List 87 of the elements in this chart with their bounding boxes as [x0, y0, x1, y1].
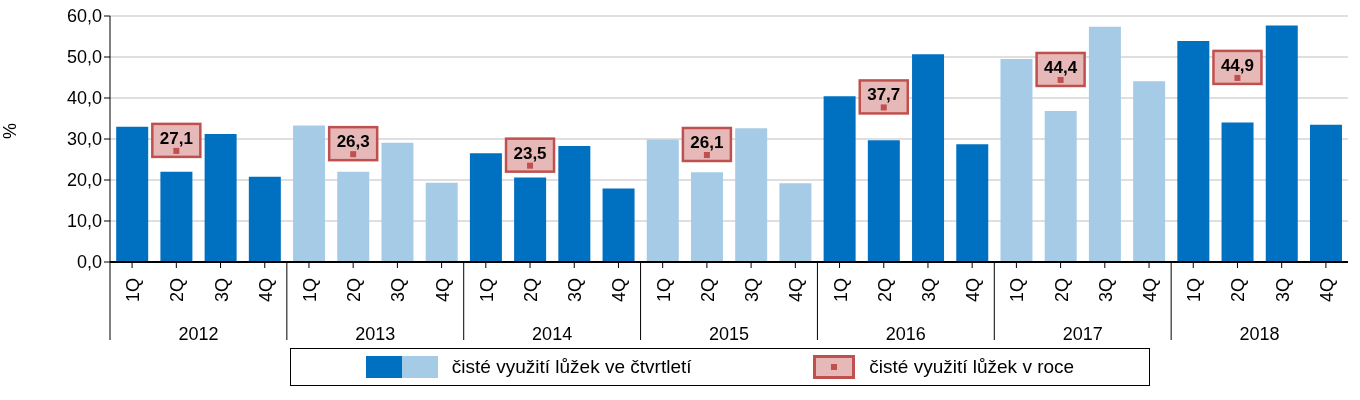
- x-tick-label: 1Q: [299, 277, 320, 303]
- text: 2017: [1062, 324, 1103, 344]
- bar: [912, 54, 945, 262]
- text: 2014: [532, 324, 573, 344]
- bar: [1000, 59, 1033, 262]
- x-tick-label: 3Q: [742, 277, 763, 303]
- legend-label: čisté využití lůžek ve čtvrtletí: [450, 355, 692, 379]
- bar: [1265, 25, 1298, 262]
- data-label: 23,5: [513, 143, 547, 163]
- x-tick-label: 1Q: [830, 277, 851, 303]
- point: [703, 151, 710, 158]
- bar: [823, 96, 856, 262]
- data-label: 44,9: [1220, 55, 1255, 75]
- x-tick-label: 2Q: [1051, 277, 1072, 303]
- point: [1057, 76, 1064, 83]
- x-tick-label: 4Q: [432, 277, 453, 303]
- data-label: 37,7: [867, 85, 901, 105]
- bar: [1133, 81, 1166, 262]
- bar: [558, 145, 591, 262]
- text: 2016: [885, 324, 926, 344]
- x-tick-label: 1Q: [123, 277, 144, 303]
- bar: [1088, 26, 1121, 262]
- x-tick-label: 1Q: [1184, 277, 1205, 303]
- bar: [690, 172, 723, 262]
- x-tick-label: 2Q: [344, 277, 365, 303]
- data-label: 26,3: [336, 132, 370, 152]
- x-tick-label: 4Q: [1316, 277, 1337, 303]
- data-label: 27,1: [159, 128, 193, 148]
- y-tick-label: 40,0: [66, 88, 102, 109]
- bar: [514, 177, 547, 262]
- bar: [602, 188, 635, 262]
- bar: [248, 176, 281, 262]
- x-tick-label: 3Q: [1272, 277, 1293, 303]
- x-tick-label: 3Q: [918, 277, 939, 303]
- x-tick-label: 4Q: [1140, 277, 1161, 303]
- point: [1234, 74, 1241, 81]
- x-tick-label: 4Q: [609, 277, 630, 303]
- text: 2015: [708, 324, 750, 344]
- x-tick-label: 2Q: [874, 277, 895, 303]
- bar: [425, 182, 458, 262]
- legend-label: čisté využití lůžek v roce: [868, 355, 1075, 379]
- y-tick-label: 50,0: [66, 47, 102, 68]
- x-tick-label: 2Q: [1228, 277, 1249, 303]
- text: 2018: [1239, 324, 1280, 344]
- x-tick-label: 2Q: [167, 277, 188, 303]
- x-tick-label: 1Q: [476, 277, 497, 303]
- y-tick-label: 30,0: [66, 129, 102, 150]
- x-tick-label: 4Q: [786, 277, 807, 303]
- x-tick-label: 3Q: [211, 277, 232, 303]
- data-label: 44,4: [1044, 57, 1078, 77]
- bar: [337, 171, 370, 262]
- y-tick-label: 0,0: [76, 252, 102, 273]
- bar: [204, 134, 237, 262]
- bar: [381, 142, 414, 262]
- bar: [1221, 122, 1254, 262]
- x-tick-label: 1Q: [1007, 277, 1028, 303]
- bar: [956, 144, 989, 262]
- bar: [867, 140, 900, 262]
- text: 2012: [178, 324, 219, 344]
- point: [527, 162, 534, 169]
- x-tick-label: 4Q: [255, 277, 276, 303]
- point: [173, 147, 180, 154]
- bar: [1309, 124, 1342, 262]
- bar: [1177, 41, 1210, 262]
- x-tick-label: 3Q: [1095, 277, 1116, 303]
- point: [350, 151, 357, 158]
- bar: [779, 183, 812, 262]
- x-tick-label: 2Q: [697, 277, 718, 303]
- bar: [735, 128, 768, 262]
- bar: [116, 126, 149, 262]
- bar: [1044, 111, 1077, 262]
- text: 2013: [355, 324, 396, 344]
- y-axis-title: %: [0, 122, 21, 139]
- x-tick-label: 2Q: [521, 277, 542, 303]
- y-tick-label: 20,0: [66, 170, 102, 191]
- x-tick-label: 4Q: [963, 277, 984, 303]
- y-tick-label: 60,0: [66, 6, 102, 27]
- bar: [469, 153, 502, 262]
- point: [880, 104, 887, 111]
- y-tick-label: 10,0: [66, 211, 102, 232]
- bar: [293, 125, 326, 262]
- bar: [646, 139, 679, 262]
- x-tick-label: 3Q: [388, 277, 409, 303]
- x-tick-label: 1Q: [653, 277, 674, 303]
- data-label: 26,1: [690, 132, 724, 152]
- x-tick-label: 3Q: [565, 277, 586, 303]
- bar: [160, 171, 193, 262]
